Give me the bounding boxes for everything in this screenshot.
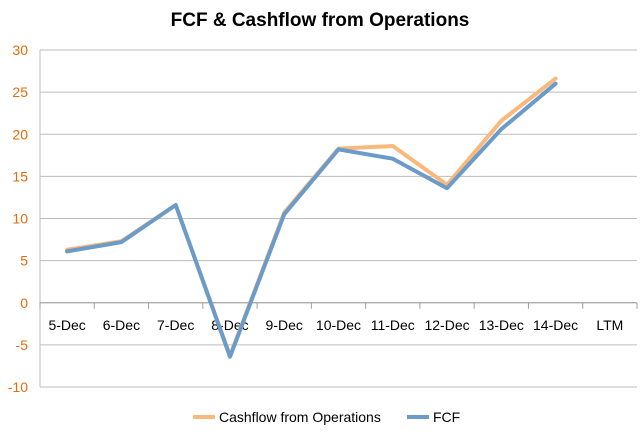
x-tick-label: 12-Dec [424, 317, 469, 333]
x-tick-label: 13-Dec [479, 317, 524, 333]
x-tick-label: 6-Dec [103, 317, 140, 333]
legend: Cashflow from Operations FCF [193, 409, 460, 425]
y-tick-label: 10 [12, 211, 28, 227]
series-lines [65, 76, 558, 359]
series-line-cashflow-from-operations [65, 76, 558, 358]
y-tick-label: 15 [12, 168, 28, 184]
x-tick-label: 14-Dec [533, 317, 578, 333]
series-line-fcf [65, 81, 558, 359]
gridlines [40, 49, 637, 388]
legend-label: FCF [433, 409, 460, 425]
x-axis: 5-Dec 6-Dec 7-Dec 8-Dec 9-Dec 10-Dec 11-Dec 12-… [39, 302, 638, 333]
y-tick-label: 0 [20, 295, 28, 311]
y-tick-label: 30 [12, 42, 28, 58]
x-tick-label: 10-Dec [316, 317, 361, 333]
y-tick-label: 5 [20, 253, 28, 269]
legend-label: Cashflow from Operations [219, 409, 381, 425]
y-axis: -10 -5 0 5 10 15 20 25 30 [8, 42, 41, 395]
x-tick-label: 7-Dec [157, 317, 194, 333]
x-tick-label: 9-Dec [266, 317, 303, 333]
y-tick-label: -10 [8, 379, 28, 395]
x-tick-label: 11-Dec [371, 317, 415, 333]
y-tick-label: 20 [12, 126, 28, 142]
y-tick-label: 25 [12, 84, 28, 100]
x-tick-label: LTM [596, 317, 623, 333]
x-tick-label: 5-Dec [48, 317, 85, 333]
y-tick-label: -5 [16, 337, 29, 353]
chart-title: FCF & Cashflow from Operations [171, 10, 470, 31]
